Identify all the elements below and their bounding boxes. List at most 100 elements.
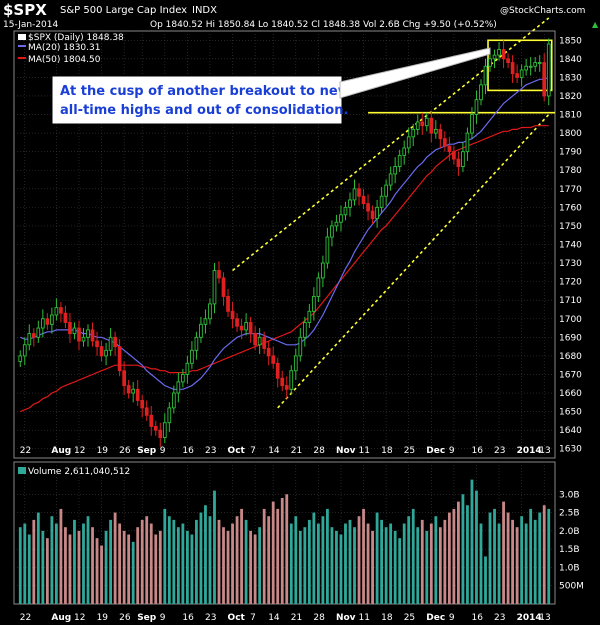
x-tick-label: 7 — [250, 613, 256, 623]
x-tick-label: 7 — [250, 446, 256, 456]
volume-bar — [438, 527, 442, 604]
candle — [208, 298, 212, 325]
volume-bar — [407, 516, 411, 604]
y-tick-label: 1820 — [559, 92, 582, 102]
candle — [144, 400, 149, 421]
volume-bar — [32, 519, 36, 604]
y-tick-label: 1800 — [559, 129, 582, 139]
candle — [424, 112, 429, 132]
x-tick-label: 9 — [160, 613, 166, 623]
y-tick-label: 1740 — [559, 241, 582, 251]
volume-bar — [181, 523, 185, 604]
annotation-line-1: At the cusp of another breakout to new — [60, 84, 350, 99]
volume-bar — [470, 479, 474, 604]
volume-tick-label: 1.5B — [559, 545, 580, 555]
volume-bar — [479, 523, 483, 604]
x-tick-label: 28 — [313, 446, 325, 456]
candle — [325, 227, 330, 269]
candle — [235, 313, 239, 332]
candle — [99, 341, 104, 362]
volume-bar — [506, 512, 510, 604]
volume-bar — [533, 519, 537, 604]
volume-bar — [493, 508, 496, 604]
y-tick-label: 1850 — [559, 36, 582, 46]
channel-upper-line — [232, 17, 550, 272]
candle — [217, 261, 221, 284]
volume-bar — [149, 523, 153, 604]
volume-bar — [68, 534, 72, 604]
candle — [171, 385, 176, 414]
candle — [190, 341, 194, 369]
volume-bar — [226, 530, 230, 604]
volume-bar — [398, 538, 402, 604]
x-tick-label: 12 — [74, 613, 85, 623]
volume-bar — [54, 523, 58, 604]
x-tick-label: 19 — [97, 613, 109, 623]
candle — [162, 413, 167, 444]
x-tick-label: 9 — [160, 446, 166, 456]
price-legend: $SPX (Daily) 1848.38 MA(20) 1830.31 MA(5… — [18, 33, 124, 65]
volume-bar — [461, 494, 465, 604]
candle — [275, 357, 280, 388]
candle — [447, 136, 452, 161]
candle — [542, 53, 547, 102]
volume-bar — [366, 523, 370, 604]
x-tick-label: 22 — [20, 446, 31, 456]
legend-volume: Volume 2,611,040,512 — [28, 467, 130, 477]
volume-bar — [271, 501, 275, 604]
x-tick-label: 13 — [539, 613, 550, 623]
volume-bar — [195, 519, 198, 604]
volume-bar — [185, 530, 189, 604]
x-tick-label: 9 — [449, 446, 455, 456]
volume-bar — [91, 527, 94, 604]
volume-bar — [411, 508, 415, 604]
x-tick-label: 16 — [182, 613, 194, 623]
x-tick-label: 22 — [20, 613, 31, 623]
volume-bar — [154, 534, 158, 604]
candle — [90, 322, 95, 347]
candle — [334, 214, 339, 232]
volume-bar — [420, 519, 424, 604]
candle — [330, 220, 334, 247]
candle — [307, 303, 312, 329]
candle — [81, 328, 86, 347]
volume-bar — [280, 497, 284, 604]
x-tick-label: 18 — [381, 613, 393, 623]
volume-bar — [64, 527, 67, 604]
volume-bar — [122, 530, 126, 604]
candle — [135, 380, 140, 407]
volume-bar — [267, 516, 271, 604]
candle — [280, 370, 285, 392]
legend-ma50: MA(50) 1804.50 — [28, 55, 101, 65]
volume-bar — [416, 527, 420, 604]
annotation-callout: At the cusp of another breakout to new a… — [51, 47, 491, 125]
candle — [357, 183, 361, 206]
candle — [298, 328, 303, 362]
candle — [140, 394, 145, 418]
volume-bar — [118, 523, 122, 604]
candle — [384, 179, 388, 206]
candle — [321, 255, 325, 288]
annotation-line-2: all-time highs and out of consolidation. — [60, 103, 348, 118]
candle — [461, 142, 465, 173]
candle — [248, 316, 253, 343]
candle — [199, 316, 203, 343]
volume-bar — [23, 523, 27, 604]
volume-bar — [452, 508, 456, 604]
volume-bar — [82, 523, 85, 604]
candle — [501, 40, 506, 69]
x-tick-label: 26 — [119, 613, 131, 623]
legend-swatch-ma50 — [18, 57, 26, 59]
x-tick-label: 9 — [449, 613, 455, 623]
volume-bar — [235, 516, 239, 604]
volume-bar — [316, 523, 320, 604]
volume-bar — [542, 505, 546, 604]
y-tick-label: 1780 — [559, 166, 582, 176]
candle — [388, 166, 393, 191]
price-y-axis: 1630 1640 1650 1660 1670 1680 1690 1700 1710 1720… — [559, 36, 582, 454]
candle — [18, 350, 23, 368]
x-tick-label: 2014 — [517, 446, 542, 456]
candle — [316, 272, 321, 303]
volume-bar — [484, 556, 487, 604]
candle — [465, 127, 470, 161]
